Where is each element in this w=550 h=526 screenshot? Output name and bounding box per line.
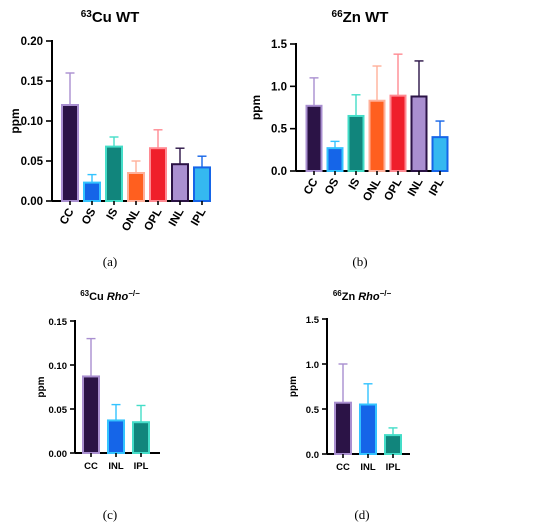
- y-axis-label: ppm: [36, 376, 47, 397]
- bar-is: [347, 114, 365, 172]
- title-isotope: 66: [332, 9, 344, 20]
- x-tick-label: OS: [323, 176, 342, 197]
- x-tick-label: INL: [406, 177, 426, 199]
- title-text: Zn: [342, 291, 359, 303]
- bar-os: [83, 181, 101, 203]
- x-tick-label: CC: [58, 207, 77, 227]
- y-axis-label: ppm: [288, 376, 299, 397]
- y-tick-label: 0.10: [21, 116, 43, 128]
- bar-opl: [149, 147, 167, 202]
- bar-onl: [368, 99, 386, 172]
- bar-inl: [171, 163, 189, 202]
- y-tick-label: 0.0: [271, 166, 287, 178]
- x-tick-label: CC: [302, 177, 321, 197]
- y-tick-label: 1.5: [306, 315, 320, 326]
- chart-title: 66Zn Rho−/−: [333, 289, 392, 304]
- bar-onl: [127, 172, 145, 202]
- bar-os: [326, 147, 344, 172]
- y-tick-label: 1.0: [306, 360, 319, 371]
- title-isotope: 63: [81, 9, 93, 20]
- x-tick-label: INL: [108, 461, 124, 472]
- bar-is: [105, 145, 123, 203]
- x-tick-label: INL: [167, 207, 187, 229]
- x-tick-label: IPL: [427, 177, 446, 198]
- x-tick-label: ONL: [120, 207, 143, 234]
- chart-title: 63Cu Rho−/−: [80, 289, 140, 304]
- bar-inl: [107, 419, 125, 455]
- y-tick-label: 0.0: [306, 450, 319, 461]
- panel-caption: (b): [352, 254, 367, 269]
- title-genotype: Rho: [107, 291, 129, 303]
- x-tick-label: INL: [360, 462, 376, 473]
- chart-panel-c: 63Cu Rho−/− ppm 0.00 0.05 0.10 0.15 CC INL IPL (c…: [36, 289, 160, 522]
- bar-inl: [359, 403, 377, 455]
- y-tick-label: 0.00: [21, 196, 43, 208]
- x-tick-label: CC: [336, 462, 350, 473]
- bar-cc: [334, 401, 352, 456]
- x-tick-label: IPL: [189, 207, 208, 228]
- x-tick-label: ONL: [361, 177, 384, 204]
- x-tick-label: CC: [84, 461, 98, 472]
- title-isotope: 66: [333, 289, 342, 298]
- bar-ipl: [132, 421, 150, 455]
- x-tick-label: IPL: [134, 461, 149, 472]
- panel-caption: (d): [354, 507, 369, 522]
- y-axis-label: ppm: [249, 95, 263, 120]
- title-text: Zn WT: [343, 9, 389, 26]
- y-tick-label: 0.15: [49, 317, 68, 328]
- x-tick-label: IS: [105, 206, 121, 222]
- bar-cc: [82, 375, 100, 454]
- bar-opl: [389, 94, 407, 172]
- x-tick-label: OS: [80, 206, 99, 227]
- y-tick-label: 0.05: [21, 156, 44, 168]
- x-tick-label: OPL: [142, 207, 164, 233]
- panel-caption: (a): [103, 254, 117, 269]
- y-tick-label: 0.00: [49, 449, 68, 460]
- y-tick-label: 1.5: [271, 39, 288, 51]
- bar-cc: [61, 104, 79, 202]
- y-tick-label: 0.15: [21, 76, 44, 88]
- x-tick-label: IPL: [386, 462, 401, 473]
- title-isotope: 63: [80, 289, 89, 298]
- chart-title: 66Zn WT: [332, 9, 389, 27]
- title-text: Cu: [89, 291, 107, 303]
- panel-caption: (c): [103, 507, 117, 522]
- title-text: Cu WT: [92, 9, 139, 26]
- y-tick-label: 1.0: [271, 81, 287, 93]
- chart-panel-a: 63Cu WT ppm 0.00 0.05 0.10 0.15 0.20 CC OS IS ONL O…: [8, 9, 211, 269]
- x-tick-label: OPL: [382, 177, 404, 203]
- bar-ipl: [384, 434, 402, 456]
- y-tick-label: 0.5: [271, 124, 288, 136]
- title-genotype-superscript: −/−: [380, 289, 392, 298]
- bar-ipl: [431, 136, 449, 172]
- title-genotype-superscript: −/−: [128, 289, 140, 298]
- chart-panel-d: 66Zn Rho−/− ppm 0.0 0.5 1.0 1.5 CC INL IPL (d): [288, 289, 410, 522]
- y-axis-label: ppm: [8, 108, 22, 133]
- title-genotype: Rho: [358, 291, 380, 303]
- bar-ipl: [193, 166, 211, 202]
- chart-title: 63Cu WT: [81, 9, 140, 27]
- x-tick-label: IS: [347, 176, 363, 192]
- bar-cc: [305, 104, 323, 172]
- y-tick-label: 0.05: [49, 405, 68, 416]
- y-tick-label: 0.20: [21, 36, 43, 48]
- bar-inl: [410, 95, 428, 172]
- y-tick-label: 0.10: [49, 361, 68, 372]
- y-tick-label: 0.5: [306, 405, 320, 416]
